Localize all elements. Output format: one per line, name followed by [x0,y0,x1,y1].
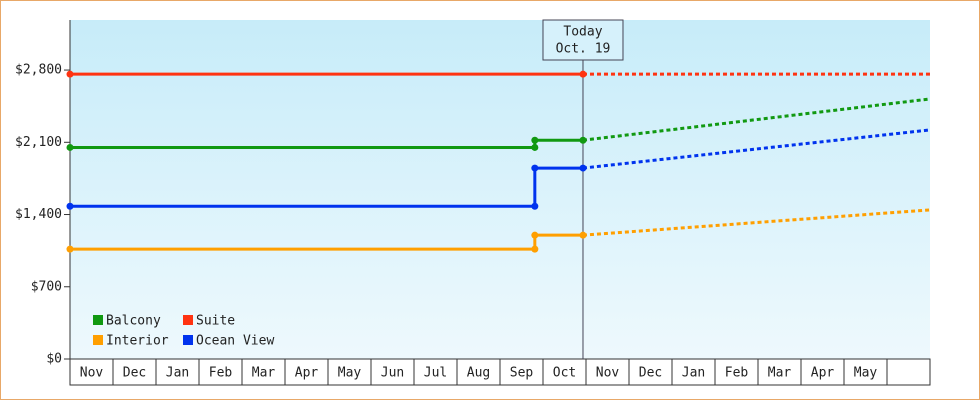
x-tick-label: Dec [639,366,662,381]
x-tick-label: Jan [166,366,189,381]
y-tick-label: $700 [31,279,62,294]
x-tick-label: Sep [510,366,534,381]
legend-swatch [183,315,193,325]
x-tick-label: Apr [295,366,319,381]
forecast-line [582,97,931,142]
x-tick-label: Feb [725,366,749,381]
today-date: Oct. 19 [556,42,611,57]
forecast-line [582,208,931,237]
x-tick-label: Jun [381,366,404,381]
point [66,245,74,253]
y-tick-label: $2,100 [15,135,62,150]
y-tick-label: $1,400 [15,207,62,222]
x-tick-label: Oct [553,366,576,381]
x-tick-label: Dec [123,366,146,381]
x-tick-label: Jul [424,366,447,381]
legend-label: Balcony [106,314,161,329]
point [531,231,539,239]
x-tick-label: Mar [768,366,792,381]
point [579,136,587,144]
x-tick-label: Apr [811,366,835,381]
point [66,70,74,78]
legend-label: Interior [106,334,169,349]
x-tick-label: Feb [209,366,233,381]
x-tick-label: Nov [80,366,104,381]
point [531,164,539,172]
point [531,136,539,144]
x-tick-label: May [338,366,362,381]
series-line [70,233,583,251]
forecast-line [582,128,931,170]
legend-swatch [93,335,103,345]
point [579,231,587,239]
point [531,202,539,210]
today-label: Today [563,25,602,40]
point [579,70,587,78]
point [66,202,74,210]
x-tick-label: Jan [682,366,705,381]
point [579,164,587,172]
x-tick-label: Mar [252,366,276,381]
x-tick-label: Aug [467,366,490,381]
x-tick-label: May [854,366,878,381]
plot-area [70,20,930,359]
point [66,143,74,151]
legend-swatch [183,335,193,345]
series-line [70,138,583,149]
x-tick-label: Nov [596,366,620,381]
today-box [542,19,624,61]
point [531,143,539,151]
legend-label: Ocean View [196,334,274,349]
series-line [70,166,583,208]
legend-swatch [93,315,103,325]
y-tick-label: $0 [46,352,62,367]
y-tick-label: $2,800 [15,63,62,78]
point [531,245,539,253]
legend-label: Suite [196,314,235,329]
